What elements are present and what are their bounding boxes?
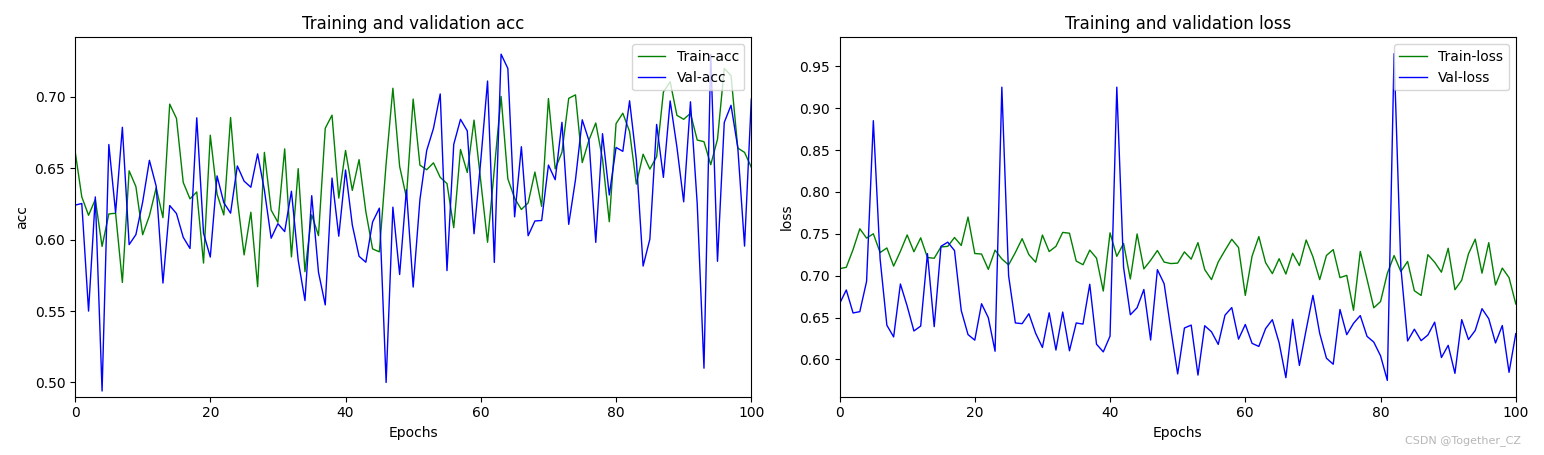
Val-acc xyxy=(587,240,605,245)
Legend: Train-loss, Val-loss: Train-loss, Val-loss xyxy=(1394,44,1508,91)
Train-acc xyxy=(66,148,85,153)
Line: Val-acc: Val-acc xyxy=(76,54,752,391)
Y-axis label: loss: loss xyxy=(780,204,794,230)
Val-acc xyxy=(241,185,259,190)
Val-loss xyxy=(1141,337,1160,343)
Train-loss xyxy=(831,266,849,272)
Val-acc xyxy=(479,78,497,84)
Train-loss xyxy=(1351,249,1370,254)
Text: CSDN @Together_CZ: CSDN @Together_CZ xyxy=(1405,435,1521,446)
Train-acc xyxy=(715,66,733,71)
Train-loss xyxy=(959,214,977,220)
X-axis label: Epochs: Epochs xyxy=(1153,426,1203,440)
Train-loss xyxy=(1507,301,1525,307)
Train-loss xyxy=(1311,277,1329,283)
Y-axis label: acc: acc xyxy=(15,205,29,229)
Train-acc xyxy=(235,252,253,258)
Train-acc xyxy=(579,137,598,143)
Title: Training and validation loss: Training and validation loss xyxy=(1064,15,1291,33)
Train-acc xyxy=(383,86,401,91)
Val-acc xyxy=(553,120,571,125)
Train-loss xyxy=(1243,253,1261,259)
Val-loss xyxy=(1237,322,1255,327)
Val-loss xyxy=(999,273,1017,278)
Train-loss xyxy=(1149,248,1167,253)
Val-loss xyxy=(877,323,896,328)
Title: Training and validation acc: Training and validation acc xyxy=(303,15,525,33)
Line: Train-loss: Train-loss xyxy=(840,217,1516,310)
Val-acc xyxy=(743,96,761,102)
Legend: Train-acc, Val-acc: Train-acc, Val-acc xyxy=(631,44,744,91)
Val-acc xyxy=(93,388,111,394)
Line: Val-loss: Val-loss xyxy=(840,54,1516,380)
Val-acc xyxy=(66,202,85,208)
Train-loss xyxy=(1007,250,1025,255)
Val-loss xyxy=(1385,51,1403,56)
Val-loss xyxy=(831,301,849,307)
Train-acc xyxy=(249,284,267,289)
Train-acc xyxy=(113,280,131,285)
X-axis label: Epochs: Epochs xyxy=(389,426,438,440)
Train-acc xyxy=(547,166,565,172)
Val-acc xyxy=(383,204,401,210)
Val-loss xyxy=(1507,331,1525,336)
Val-loss xyxy=(1337,332,1356,338)
Line: Train-acc: Train-acc xyxy=(76,68,752,287)
Val-loss xyxy=(1303,293,1322,298)
Val-acc xyxy=(120,242,139,248)
Val-loss xyxy=(1379,378,1397,383)
Train-acc xyxy=(479,239,497,245)
Train-loss xyxy=(1345,308,1363,313)
Train-loss xyxy=(877,245,896,251)
Val-acc xyxy=(493,51,511,57)
Train-acc xyxy=(743,165,761,170)
